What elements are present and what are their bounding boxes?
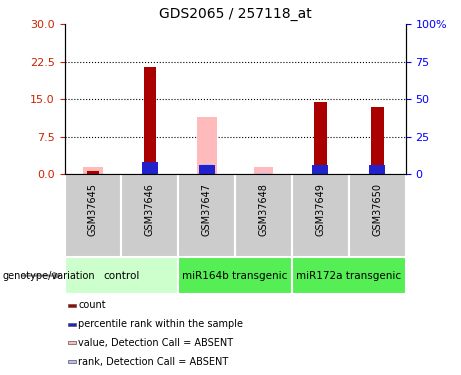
Bar (178, 174, 235, 257)
Bar (87, 172, 99, 174)
Bar (292, 174, 349, 257)
Bar (68, 360, 76, 363)
Bar (235, 174, 292, 257)
Bar (199, 165, 215, 174)
Bar (142, 162, 158, 174)
Bar (83, 167, 103, 174)
Bar (369, 165, 385, 174)
Text: miR172a transgenic: miR172a transgenic (296, 271, 402, 280)
Bar (254, 167, 273, 174)
Text: GSM37648: GSM37648 (259, 183, 269, 236)
Text: GSM37646: GSM37646 (145, 183, 155, 236)
Text: GSM37649: GSM37649 (315, 183, 325, 236)
Bar (178, 257, 292, 294)
Text: GSM37645: GSM37645 (88, 183, 98, 236)
Text: control: control (103, 271, 140, 280)
Bar (65, 257, 178, 294)
Bar (68, 322, 76, 326)
Text: genotype/variation: genotype/variation (2, 271, 95, 280)
Bar (313, 165, 328, 174)
Bar (258, 172, 269, 174)
Bar (121, 174, 178, 257)
Text: percentile rank within the sample: percentile rank within the sample (78, 319, 243, 329)
Text: rank, Detection Call = ABSENT: rank, Detection Call = ABSENT (78, 357, 229, 366)
Text: count: count (78, 300, 106, 310)
Text: GSM37647: GSM37647 (201, 183, 212, 236)
Title: GDS2065 / 257118_at: GDS2065 / 257118_at (159, 7, 312, 21)
Bar (68, 304, 76, 307)
Bar (292, 257, 406, 294)
Bar (87, 171, 99, 174)
Text: value, Detection Call = ABSENT: value, Detection Call = ABSENT (78, 338, 233, 348)
Bar (314, 102, 327, 174)
Text: GSM37650: GSM37650 (372, 183, 382, 236)
Bar (68, 341, 76, 344)
Text: miR164b transgenic: miR164b transgenic (183, 271, 288, 280)
Bar (349, 174, 406, 257)
Bar (371, 107, 384, 174)
Bar (143, 67, 156, 174)
Bar (197, 117, 217, 174)
Bar (65, 174, 121, 257)
Bar (201, 164, 213, 174)
